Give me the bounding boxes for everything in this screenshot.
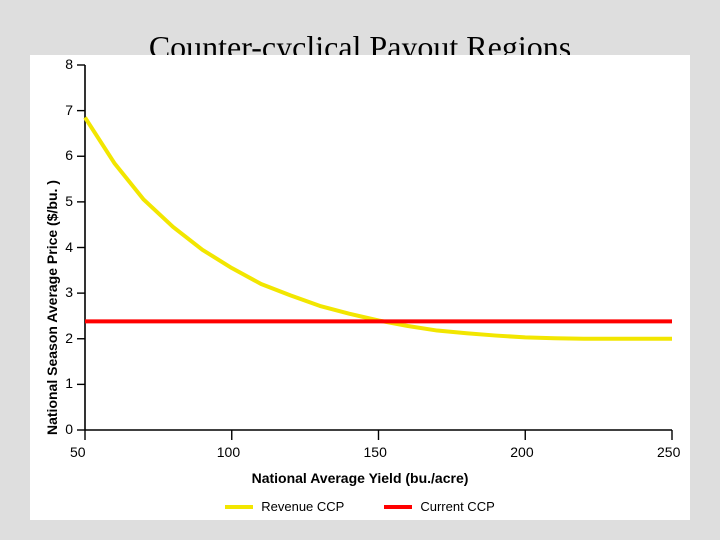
y-tick-label: 3 xyxy=(65,284,73,300)
y-tick-label: 4 xyxy=(65,239,73,255)
legend-swatch xyxy=(225,505,253,509)
x-tick-label: 200 xyxy=(510,444,533,460)
y-tick-label: 5 xyxy=(65,193,73,209)
legend-entry-revenue-ccp: Revenue CCP xyxy=(225,499,344,514)
y-tick-label: 8 xyxy=(65,56,73,72)
y-tick-label: 7 xyxy=(65,102,73,118)
legend-label: Revenue CCP xyxy=(261,499,344,514)
y-tick-label: 1 xyxy=(65,375,73,391)
legend-swatch xyxy=(384,505,412,509)
chart-frame: National Season Average Price ($/bu. ) N… xyxy=(30,55,690,520)
x-tick-label: 50 xyxy=(70,444,86,460)
x-tick-label: 250 xyxy=(657,444,680,460)
line-chart xyxy=(30,55,690,520)
y-tick-label: 6 xyxy=(65,147,73,163)
legend-label: Current CCP xyxy=(420,499,494,514)
legend: Revenue CCP Current CCP xyxy=(30,499,690,514)
y-tick-label: 0 xyxy=(65,421,73,437)
y-axis-label: National Season Average Price ($/bu. ) xyxy=(44,75,60,435)
legend-entry-current-ccp: Current CCP xyxy=(384,499,494,514)
x-tick-label: 150 xyxy=(364,444,387,460)
y-tick-label: 2 xyxy=(65,330,73,346)
x-tick-label: 100 xyxy=(217,444,240,460)
x-axis-label: National Average Yield (bu./acre) xyxy=(30,470,690,486)
